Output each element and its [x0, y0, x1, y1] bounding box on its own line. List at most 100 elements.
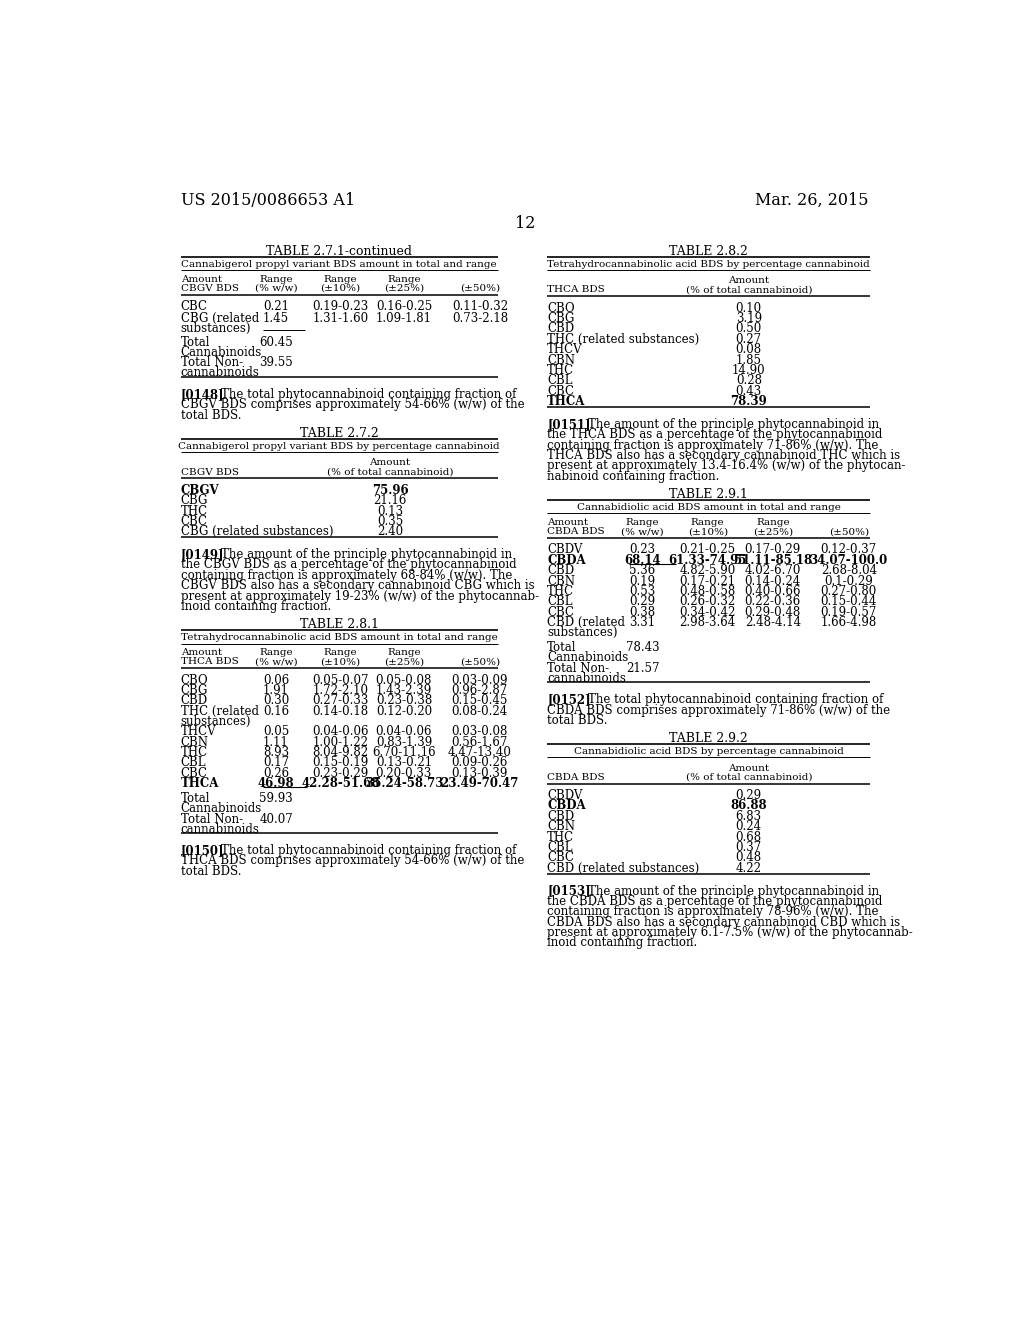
Text: 3.31: 3.31 [630, 616, 655, 630]
Text: 51.11-85.18: 51.11-85.18 [734, 554, 812, 566]
Text: Range: Range [259, 648, 293, 657]
Text: nabinoid containing fraction.: nabinoid containing fraction. [547, 470, 720, 483]
Text: THC: THC [180, 746, 208, 759]
Text: The total phytocannabinoid containing fraction of: The total phytocannabinoid containing fr… [221, 843, 516, 857]
Text: CBDV: CBDV [547, 789, 583, 803]
Text: Cannabigerol propyl variant BDS amount in total and range: Cannabigerol propyl variant BDS amount i… [181, 260, 497, 269]
Text: THCA BDS comprises approximately 54-66% (w/w) of the: THCA BDS comprises approximately 54-66% … [180, 854, 524, 867]
Text: 0.19-0.23: 0.19-0.23 [312, 300, 369, 313]
Text: (% of total cannabinoid): (% of total cannabinoid) [685, 774, 812, 781]
Text: the THCA BDS as a percentage of the phytocannabinoid: the THCA BDS as a percentage of the phyt… [547, 428, 883, 441]
Text: Amount: Amount [180, 275, 222, 284]
Text: Cannabidiolic acid BDS amount in total and range: Cannabidiolic acid BDS amount in total a… [577, 503, 841, 512]
Text: CBC: CBC [547, 385, 574, 397]
Text: 0.13-0.39: 0.13-0.39 [452, 767, 508, 780]
Text: THCA BDS: THCA BDS [180, 657, 239, 667]
Text: (±50%): (±50%) [460, 284, 500, 293]
Text: 21.16: 21.16 [374, 494, 407, 507]
Text: 0.10: 0.10 [735, 302, 762, 314]
Text: 1.85: 1.85 [736, 354, 762, 367]
Text: 0.04-0.06: 0.04-0.06 [376, 725, 432, 738]
Text: 3.19: 3.19 [735, 312, 762, 325]
Text: CBN: CBN [547, 820, 575, 833]
Text: 6.70-11.16: 6.70-11.16 [372, 746, 436, 759]
Text: cannabinoids: cannabinoids [180, 822, 259, 836]
Text: 2.68-8.04: 2.68-8.04 [820, 564, 877, 577]
Text: 0.22-0.36: 0.22-0.36 [744, 595, 801, 609]
Text: 1.00-1.22: 1.00-1.22 [312, 735, 369, 748]
Text: 86.88: 86.88 [730, 800, 767, 812]
Text: CBDA BDS also has a secondary cannabinoid CBD which is: CBDA BDS also has a secondary cannabinoi… [547, 916, 900, 929]
Text: (±50%): (±50%) [460, 657, 500, 667]
Text: 0.83-1.39: 0.83-1.39 [376, 735, 432, 748]
Text: total BDS.: total BDS. [180, 865, 242, 878]
Text: 0.50: 0.50 [735, 322, 762, 335]
Text: Cannabinoids: Cannabinoids [180, 803, 262, 816]
Text: (±10%): (±10%) [688, 527, 728, 536]
Text: (% of total cannabinoid): (% of total cannabinoid) [685, 285, 812, 294]
Text: Total Non-: Total Non- [180, 813, 243, 825]
Text: CBC: CBC [547, 606, 574, 619]
Text: [0150]: [0150] [180, 843, 224, 857]
Text: [0153]: [0153] [547, 884, 591, 898]
Text: Range: Range [756, 517, 790, 527]
Text: Amount: Amount [728, 276, 769, 285]
Text: containing fraction is approximately 78-96% (w/w). The: containing fraction is approximately 78-… [547, 906, 879, 919]
Text: THC (related substances): THC (related substances) [547, 333, 699, 346]
Text: TABLE 2.9.1: TABLE 2.9.1 [670, 488, 749, 502]
Text: 8.04-9.82: 8.04-9.82 [312, 746, 369, 759]
Text: Range: Range [259, 275, 293, 284]
Text: CBC: CBC [180, 515, 208, 528]
Text: 6.83: 6.83 [735, 810, 762, 822]
Text: Total Non-: Total Non- [180, 356, 243, 370]
Text: CBC: CBC [547, 851, 574, 865]
Text: THCA: THCA [547, 395, 586, 408]
Text: 0.29: 0.29 [630, 595, 655, 609]
Text: CBC: CBC [180, 767, 208, 780]
Text: 4.22: 4.22 [736, 862, 762, 875]
Text: (% w/w): (% w/w) [622, 527, 664, 536]
Text: 0.05-0.08: 0.05-0.08 [376, 673, 432, 686]
Text: total BDS.: total BDS. [547, 714, 608, 727]
Text: 0.11-0.32: 0.11-0.32 [452, 300, 508, 313]
Text: [0151]: [0151] [547, 418, 591, 430]
Text: CBD (related: CBD (related [547, 616, 626, 630]
Text: 5.36: 5.36 [630, 564, 655, 577]
Text: 2.98-3.64: 2.98-3.64 [680, 616, 736, 630]
Text: Range: Range [387, 275, 421, 284]
Text: CBDA BDS: CBDA BDS [547, 774, 605, 781]
Text: (±50%): (±50%) [828, 527, 868, 536]
Text: 35.24-58.73: 35.24-58.73 [365, 777, 443, 791]
Text: The amount of the principle phytocannabinoid in: The amount of the principle phytocannabi… [588, 418, 879, 430]
Text: present at approximately 13.4-16.4% (w/w) of the phytocan-: present at approximately 13.4-16.4% (w/w… [547, 459, 906, 473]
Text: 0.48: 0.48 [735, 851, 762, 865]
Text: 0.43: 0.43 [735, 385, 762, 397]
Text: 0.04-0.06: 0.04-0.06 [312, 725, 369, 738]
Text: 1.66-4.98: 1.66-4.98 [820, 616, 877, 630]
Text: 59.93: 59.93 [259, 792, 293, 805]
Text: CBG: CBG [180, 494, 208, 507]
Text: CBDV: CBDV [547, 544, 583, 557]
Text: THC (related: THC (related [180, 705, 259, 718]
Text: 0.08: 0.08 [735, 343, 762, 356]
Text: Cannabidiolic acid BDS by percentage cannabinoid: Cannabidiolic acid BDS by percentage can… [573, 747, 844, 756]
Text: CBGV: CBGV [180, 483, 219, 496]
Text: Amount: Amount [370, 458, 411, 467]
Text: 0.21-0.25: 0.21-0.25 [680, 544, 736, 557]
Text: CBGV BDS also has a secondary cannabinoid CBG which is: CBGV BDS also has a secondary cannabinoi… [180, 579, 535, 593]
Text: 0.15-0.44: 0.15-0.44 [820, 595, 877, 609]
Text: CBG (related substances): CBG (related substances) [180, 525, 333, 539]
Text: THC: THC [547, 585, 574, 598]
Text: THC: THC [180, 504, 208, 517]
Text: 1.43-2.39: 1.43-2.39 [376, 684, 432, 697]
Text: 0.12-0.37: 0.12-0.37 [820, 544, 877, 557]
Text: Amount: Amount [728, 763, 769, 772]
Text: 0.30: 0.30 [263, 694, 289, 708]
Text: THCA BDS also has a secondary cannabinoid THC which is: THCA BDS also has a secondary cannabinoi… [547, 449, 900, 462]
Text: 23.49-70.47: 23.49-70.47 [440, 777, 519, 791]
Text: The amount of the principle phytocannabinoid in: The amount of the principle phytocannabi… [588, 884, 879, 898]
Text: CBGV BDS: CBGV BDS [180, 467, 239, 477]
Text: 0.21: 0.21 [263, 300, 289, 313]
Text: CBO: CBO [180, 673, 208, 686]
Text: 0.15-0.19: 0.15-0.19 [312, 756, 369, 770]
